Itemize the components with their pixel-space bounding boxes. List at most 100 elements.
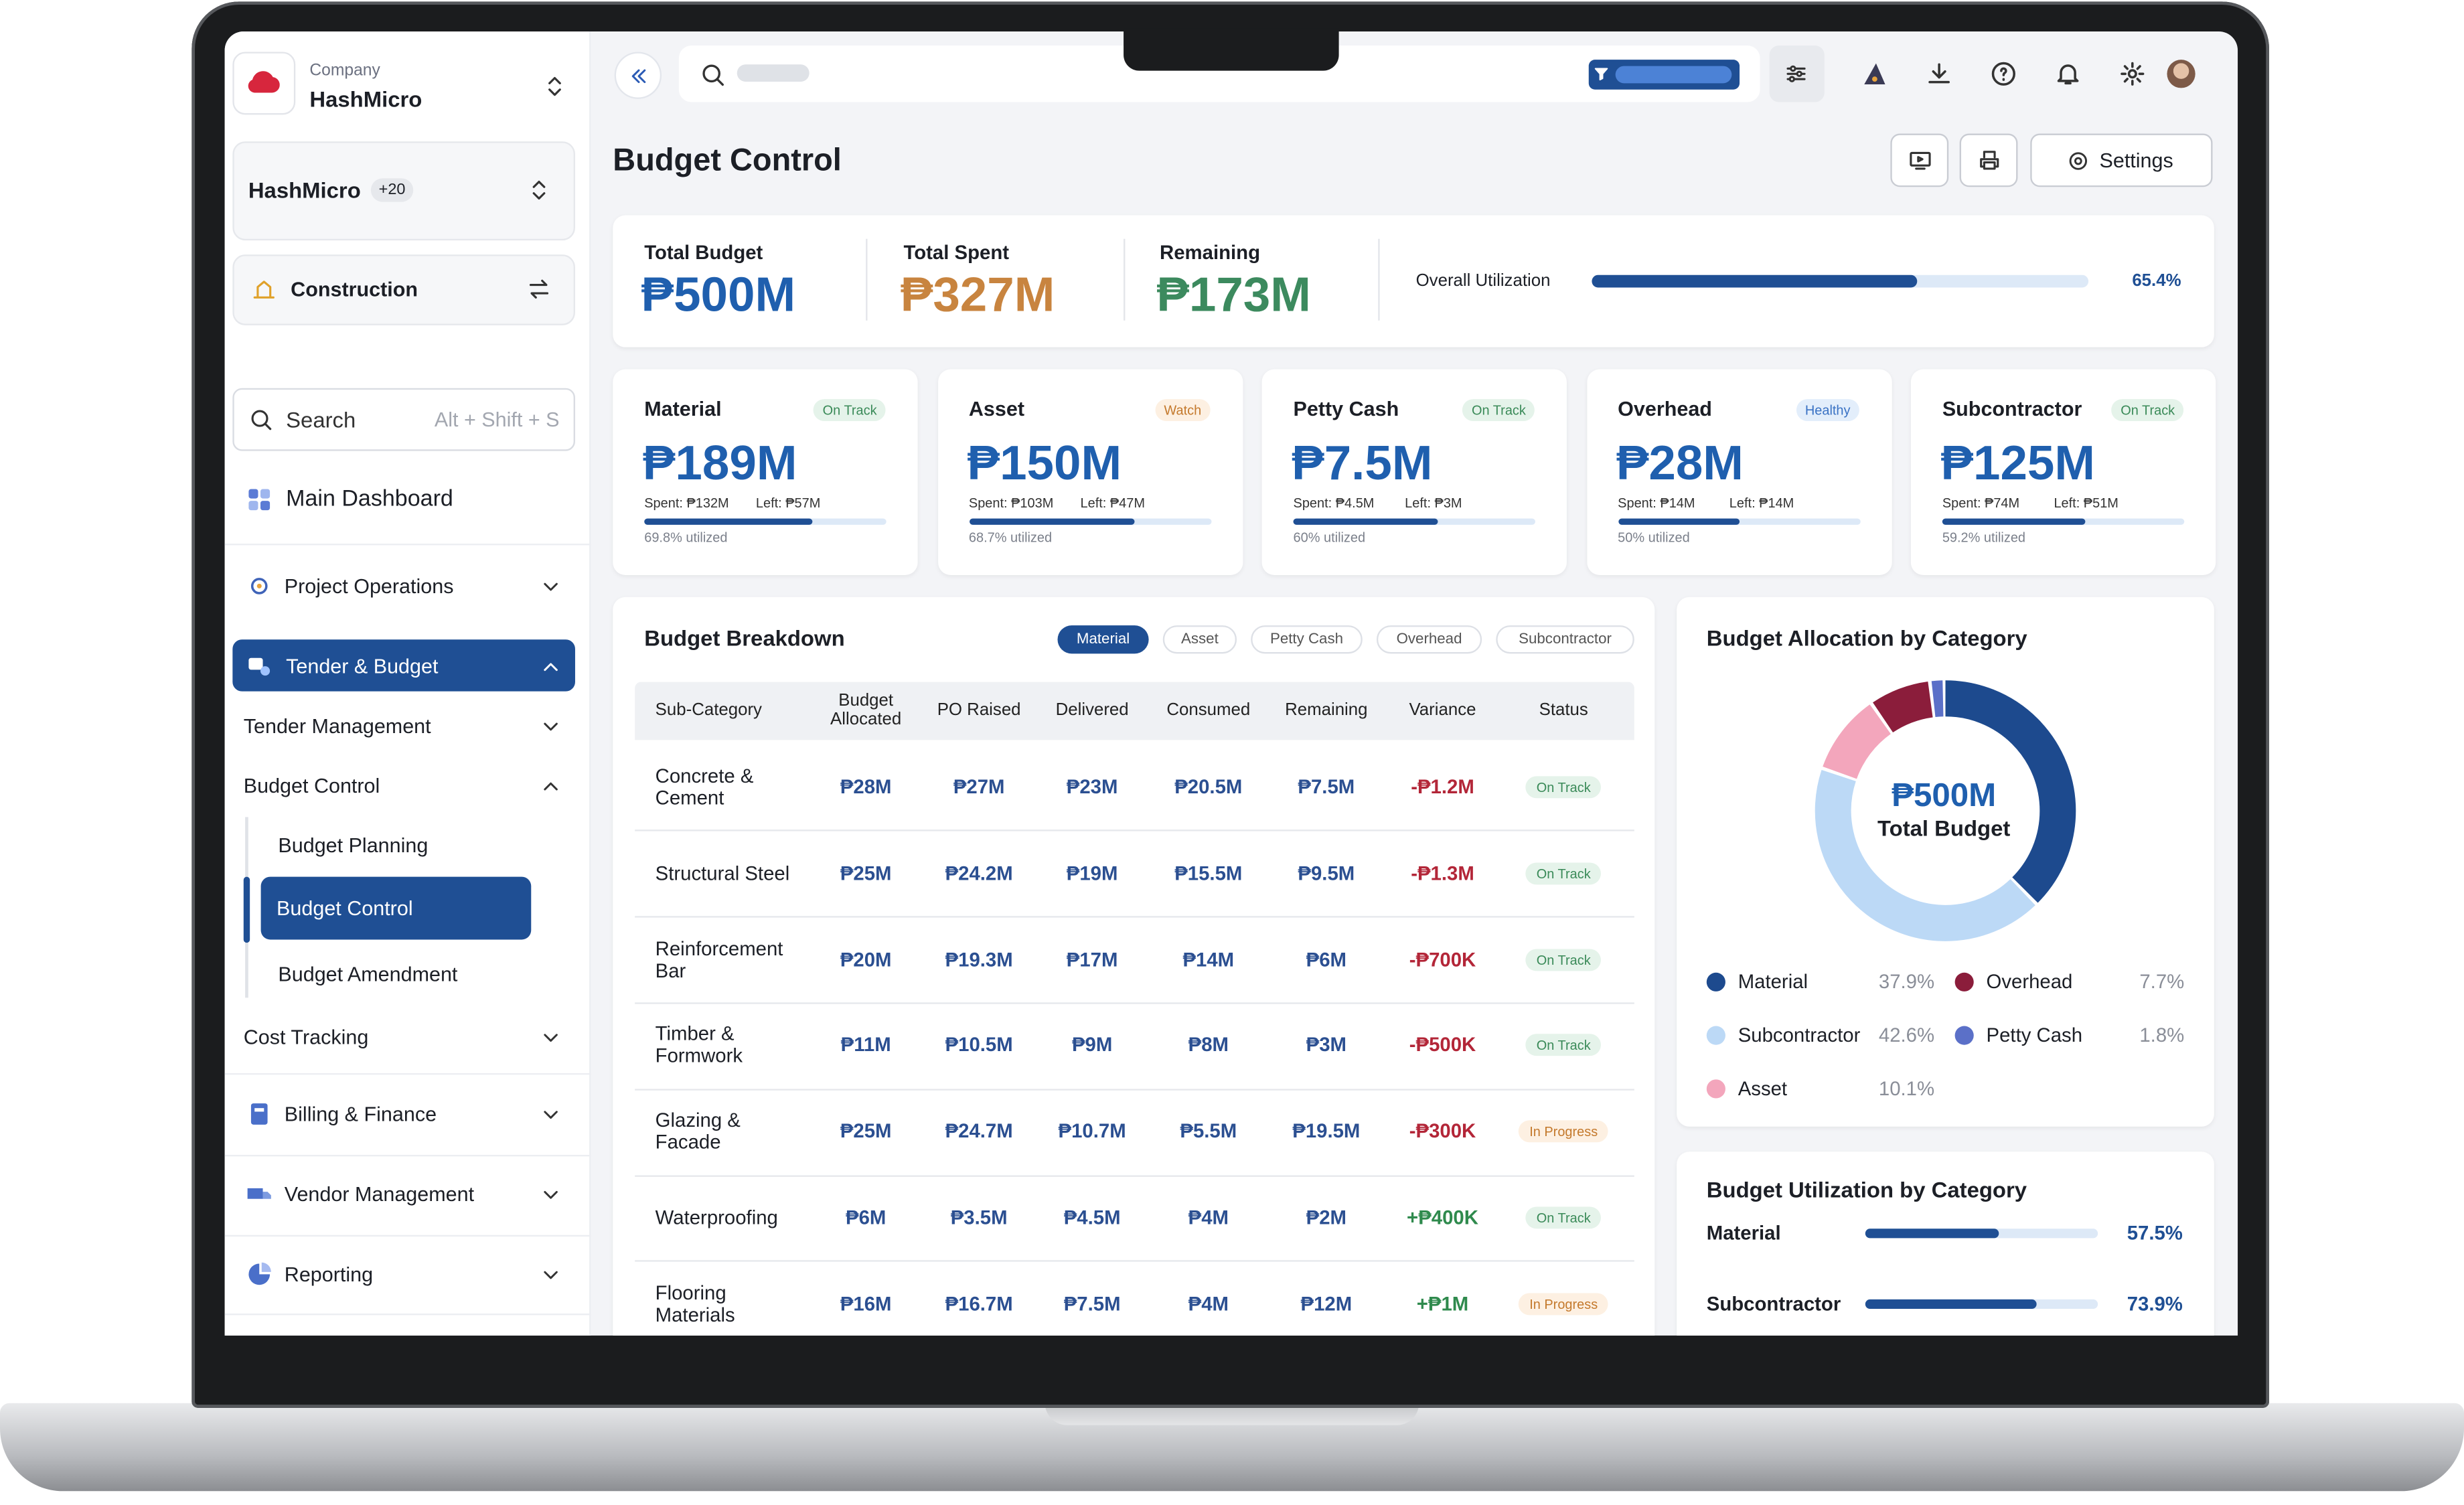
filter-pill	[1615, 66, 1732, 84]
category-status: On Track	[813, 399, 887, 421]
donut-segment[interactable]	[1804, 669, 2086, 952]
menu-item[interactable]: Project Operations	[284, 574, 454, 599]
camera-notch	[1124, 28, 1339, 71]
menu-chevron[interactable]	[538, 1263, 562, 1286]
menu-item-active[interactable]	[260, 876, 532, 940]
menu-divider	[224, 544, 591, 546]
tab[interactable]	[1496, 625, 1634, 654]
menu-chevron[interactable]	[538, 1102, 562, 1125]
category-status: On Track	[2111, 399, 2185, 421]
menu-item[interactable]: Vendor Management	[284, 1182, 475, 1206]
summary-value: ₱500M	[641, 266, 796, 323]
cell-amount: ₱24.2M	[945, 862, 1013, 884]
tab-label[interactable]: Petty Cash	[1269, 631, 1344, 649]
category-utilized: 59.2% utilized	[1942, 529, 2026, 546]
category-fill	[1293, 518, 1439, 524]
category-utilized: 68.7% utilized	[968, 529, 1053, 546]
notification-icon[interactable]	[2054, 60, 2082, 88]
menu-item[interactable]: Budget Planning	[278, 834, 429, 858]
settings-icon[interactable]	[2119, 60, 2147, 88]
logo-cloud	[248, 71, 280, 93]
summary-label: Total Budget	[644, 242, 763, 264]
summary-label: Remaining	[1160, 242, 1261, 264]
column-header: Status	[1539, 700, 1588, 720]
utilization-title: Budget Utilization by Category	[1706, 1176, 2027, 1202]
breakdown-title: Budget Breakdown	[644, 625, 845, 651]
menu-item[interactable]: Tender Management	[243, 714, 431, 738]
module-icon	[253, 281, 275, 299]
cell-amount: ₱19.3M	[945, 948, 1013, 971]
table-header	[635, 682, 1634, 740]
adjust-icon	[1786, 65, 1806, 82]
category-left: Left: ₱51M	[2054, 495, 2119, 511]
category-spent: Spent: ₱4.5M	[1293, 495, 1375, 511]
workspace-toggle[interactable]	[526, 177, 552, 203]
help-icon[interactable]	[1989, 60, 2017, 88]
cell-amount: ₱28M	[840, 776, 892, 799]
filter-icon	[1594, 68, 1608, 81]
legend-swatch	[1706, 1026, 1725, 1045]
download-icon[interactable]	[1925, 60, 1953, 88]
cell-amount: ₱25M	[840, 1120, 892, 1143]
search-icon	[251, 410, 272, 430]
column-header: PO Raised	[937, 700, 1021, 720]
menu-chevron[interactable]	[538, 1182, 562, 1206]
cell-amount: ₱3M	[1306, 1034, 1346, 1057]
tab-label[interactable]: Material	[1076, 631, 1130, 649]
cell-status: On Track	[1525, 862, 1602, 884]
cell-status: In Progress	[1518, 1293, 1609, 1315]
global-search-icon	[702, 64, 723, 85]
column-header: Consumed	[1166, 700, 1251, 720]
menu-item[interactable]: Reporting	[284, 1262, 374, 1286]
category-left: Left: ₱57M	[755, 495, 821, 511]
legend-name: Subcontractor	[1738, 1024, 1861, 1047]
cell-amount: ₱20.5M	[1174, 776, 1243, 799]
tab-label[interactable]: Subcontractor	[1519, 631, 1612, 649]
category-utilized: 69.8% utilized	[644, 529, 728, 546]
avatar[interactable]	[2167, 60, 2196, 88]
menu-item[interactable]: Tender & Budget	[286, 654, 439, 678]
wizard-icon[interactable]	[1859, 58, 1890, 90]
tab[interactable]	[1162, 625, 1237, 654]
menu-item[interactable]: Cost Tracking	[243, 1025, 369, 1049]
row-divider	[635, 829, 1634, 832]
menu-chevron[interactable]	[538, 655, 562, 678]
menu-item-active[interactable]	[232, 639, 575, 692]
category-amount: ₱189M	[642, 435, 797, 491]
cell-amount: ₱11M	[840, 1034, 891, 1057]
cell-status: On Track	[1525, 948, 1602, 971]
menu-chevron[interactable]	[538, 1025, 562, 1048]
utilization-row-value: 73.9%	[2127, 1293, 2183, 1316]
category-fill	[1618, 518, 1739, 524]
category-left: Left: ₱47M	[1080, 495, 1146, 511]
tab-label[interactable]: Overhead	[1396, 631, 1462, 649]
tab[interactable]	[1057, 625, 1149, 654]
cell-amount: ₱16.7M	[945, 1293, 1013, 1315]
tab[interactable]	[1376, 625, 1482, 654]
menu-chevron[interactable]	[538, 714, 562, 738]
page-title: Budget Control	[613, 143, 842, 179]
menu-item[interactable]: Main Dashboard	[286, 487, 453, 513]
menu-item[interactable]: Budget Control	[243, 773, 380, 798]
settings-button[interactable]	[2030, 133, 2213, 187]
cell-subcategory: Concrete & Cement	[655, 765, 754, 809]
header-icon	[1909, 151, 1930, 170]
donut-segment[interactable]	[1815, 680, 2076, 941]
tab[interactable]	[1251, 625, 1363, 654]
utilization-row-name: Subcontractor	[1706, 1293, 1841, 1316]
cell-amount: ₱7.5M	[1298, 776, 1355, 799]
menu-item[interactable]: Budget Control	[277, 896, 413, 921]
module-swap[interactable]	[526, 276, 552, 302]
donut-segment[interactable]	[1815, 680, 2076, 941]
menu-chevron[interactable]	[538, 774, 562, 797]
category-name: Asset	[968, 396, 1025, 420]
sidebar-search[interactable]	[232, 388, 575, 451]
module-switcher[interactable]	[232, 254, 575, 325]
tab-label[interactable]: Asset	[1181, 631, 1219, 649]
settings-button-label[interactable]: Settings	[2099, 148, 2173, 172]
column-header: Sub-Category	[655, 700, 762, 720]
menu-chevron[interactable]	[538, 574, 562, 598]
menu-item[interactable]: Budget Amendment	[278, 962, 458, 986]
company-switch[interactable]	[542, 74, 568, 99]
menu-item[interactable]: Billing & Finance	[284, 1102, 437, 1126]
